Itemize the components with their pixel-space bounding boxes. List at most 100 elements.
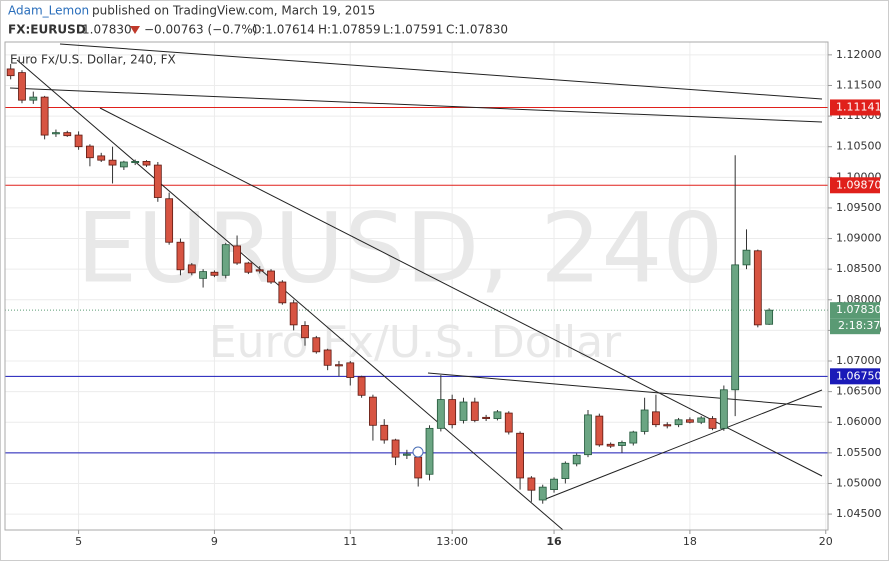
candle-body [425, 427, 434, 475]
candle-body [708, 418, 717, 429]
candle-body [301, 325, 309, 339]
open: O:1.07614 [252, 23, 315, 37]
candle-body [131, 160, 140, 164]
x-tick-label: 20 [819, 535, 833, 548]
y-tick-label: 1.12000 [836, 48, 882, 61]
price-tag-label: 1.06750 [836, 369, 882, 382]
candle-body [142, 160, 151, 166]
price-tag-label: 1.11141 [836, 100, 882, 113]
candle-body [527, 477, 536, 491]
candle-body [753, 250, 762, 326]
price-tag [830, 368, 880, 385]
candle-body [369, 396, 377, 426]
candle-body [52, 132, 60, 135]
candle-body [289, 302, 298, 326]
plot-border [4, 41, 829, 531]
high: H:1.07859 [318, 23, 381, 37]
candle-body [63, 132, 72, 137]
axes: 1.04500 1.05000 1.05500 1.06000 1.06500 1.070… [75, 48, 881, 548]
x-tick-label: 13:00 [436, 535, 468, 548]
x-tick-label: 18 [683, 535, 697, 548]
candle-body [86, 145, 94, 159]
candles [6, 64, 774, 504]
candle-body [550, 478, 558, 490]
candle-body [742, 249, 751, 266]
candle-body [119, 161, 128, 168]
candle-body [391, 439, 400, 458]
candle-body [97, 155, 106, 161]
down-arrow [130, 26, 140, 34]
candle-body [504, 412, 513, 433]
price-tag [830, 302, 880, 319]
candle-body [629, 431, 638, 444]
candle-body [538, 486, 547, 501]
candle-body [584, 414, 592, 456]
candle-body [176, 241, 185, 271]
candle-body [765, 309, 774, 325]
candle-body [493, 411, 502, 419]
author[interactable]: Adam_Lemon [8, 4, 89, 18]
trendline [542, 389, 823, 501]
candle-body [357, 376, 366, 396]
candle-body [697, 417, 706, 423]
candle-body [255, 269, 264, 272]
published: published on TradingView.com, March 19, … [92, 4, 375, 18]
y-tick-label: 1.09000 [836, 232, 882, 245]
last: 1.07830 [82, 23, 132, 37]
candle-body [335, 364, 343, 367]
candle-body [674, 419, 683, 426]
watermark: EURUSD, 240 [76, 192, 723, 304]
candle-body [595, 415, 604, 446]
x-tick-label: 11 [343, 535, 357, 548]
candle-body [719, 389, 728, 429]
y-tick-label: 1.11500 [836, 78, 882, 91]
x-tick-label: 16 [546, 535, 562, 548]
candle-body [448, 399, 457, 426]
candle-body [233, 245, 241, 264]
candle-body [618, 442, 626, 446]
candle-body [436, 399, 445, 429]
candle-body [414, 456, 423, 479]
candle-body [346, 362, 355, 378]
candle-body [652, 411, 660, 426]
candle-body [516, 432, 524, 479]
candle-body [685, 419, 694, 423]
candle-body [40, 96, 49, 136]
candle-body [380, 424, 389, 441]
candle-body [244, 262, 253, 273]
candle-body [312, 337, 321, 353]
candle-body [606, 443, 615, 447]
candle-body [18, 72, 26, 101]
candle-body [165, 198, 174, 243]
trendlines [9, 43, 823, 531]
candle-body [402, 453, 411, 456]
candle-body [323, 349, 332, 366]
symbol: FX:EURUSD [8, 23, 86, 37]
candle-body [187, 264, 196, 274]
y-tick-label: 1.10500 [836, 140, 882, 153]
price-tag-label: 1.09870 [836, 178, 882, 191]
candle-body [482, 416, 491, 419]
trendline [9, 87, 823, 123]
trendline [427, 372, 823, 408]
candle-body [572, 454, 581, 465]
candle-body [278, 281, 287, 304]
y-tick-label: 1.06500 [836, 385, 882, 398]
marker [412, 446, 424, 458]
candle-body [731, 264, 740, 391]
y-tick-label: 1.04500 [836, 507, 882, 520]
close: C:1.07830 [446, 23, 508, 37]
y-tick-label: 1.06000 [836, 415, 882, 428]
candle-body [108, 159, 117, 166]
low: L:1.07591 [383, 23, 443, 37]
x-tick-label: 5 [75, 535, 82, 548]
candle-body [470, 401, 479, 421]
countdown: 2:18:37 [838, 319, 880, 332]
candle-body [6, 68, 15, 77]
countdown-tag [830, 318, 880, 335]
y-tick-label: 1.07000 [836, 354, 882, 367]
y-tick-label: 1.05000 [836, 476, 882, 489]
candle-body [663, 424, 672, 427]
candle-body [29, 96, 38, 101]
